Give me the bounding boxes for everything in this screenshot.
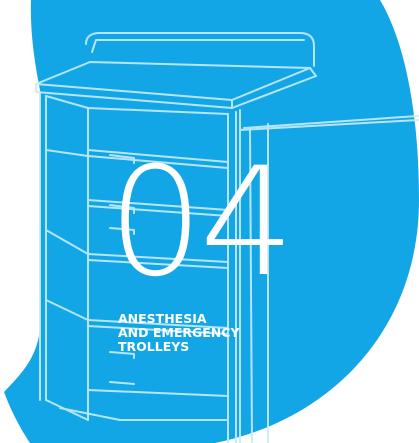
medical-trolley-icon bbox=[35, 32, 419, 443]
section-title-line-3: TROLLEYS bbox=[118, 339, 190, 354]
section-number: 04 bbox=[108, 136, 295, 310]
section-title-line-2: AND EMERGENCY bbox=[118, 325, 240, 340]
section-title-line-1: ANESTHESIA bbox=[118, 311, 207, 326]
section-title: ANESTHESIA AND EMERGENCY TROLLEYS bbox=[118, 312, 298, 354]
